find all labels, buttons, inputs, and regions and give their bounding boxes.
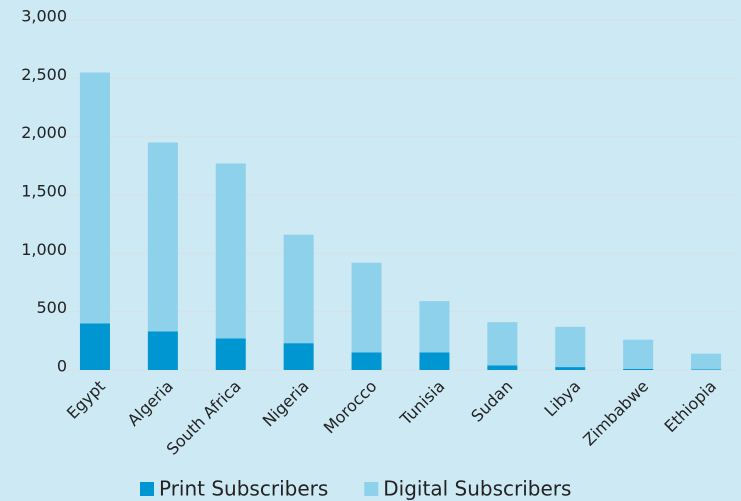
bar-segment <box>555 367 586 370</box>
x-tick-label: Sudan <box>467 377 516 426</box>
x-tick-label: Libya <box>541 377 585 421</box>
bar-segment <box>79 323 110 370</box>
bar-segment <box>215 163 246 339</box>
bar-segment <box>79 72 110 324</box>
bar-segment <box>351 262 382 353</box>
bar-segment <box>147 142 178 332</box>
bar-segment <box>215 338 246 370</box>
x-tick-label: Nigeria <box>259 377 313 431</box>
y-tick-label: 500 <box>36 298 67 317</box>
x-tick-label: Zimbabwe <box>579 377 652 450</box>
legend-label: Print Subscribers <box>159 477 328 501</box>
x-tick-label: Egypt <box>63 377 109 423</box>
y-tick-label: 1,000 <box>21 240 67 259</box>
y-tick-label: 2,500 <box>21 65 67 84</box>
x-tick-label: Morocco <box>320 377 381 438</box>
x-tick-label: Ethiopia <box>661 377 721 437</box>
bar-segment <box>623 339 654 369</box>
x-tick-label: Tunisia <box>396 377 449 430</box>
bar-segment <box>487 322 518 366</box>
y-tick-label: 1,500 <box>21 182 67 201</box>
bar-segment <box>419 352 450 370</box>
y-tick-label: 3,000 <box>21 7 67 26</box>
x-tick-label: Algeria <box>124 377 177 430</box>
bar-segment <box>283 343 314 370</box>
bar-segment <box>691 369 722 370</box>
bar-segment <box>283 234 314 344</box>
bar-segment <box>691 353 722 370</box>
bar-segment <box>623 368 654 370</box>
bar-segment <box>351 352 382 370</box>
legend-label: Digital Subscribers <box>383 477 571 501</box>
bar-segment <box>147 331 178 370</box>
legend-swatch <box>140 482 154 496</box>
legend-swatch <box>364 482 379 496</box>
bar-segment <box>555 326 586 368</box>
y-tick-label: 2,000 <box>21 123 67 142</box>
y-tick-label: 0 <box>57 357 67 376</box>
bar-segment <box>419 301 450 353</box>
bar-segment <box>487 365 518 370</box>
